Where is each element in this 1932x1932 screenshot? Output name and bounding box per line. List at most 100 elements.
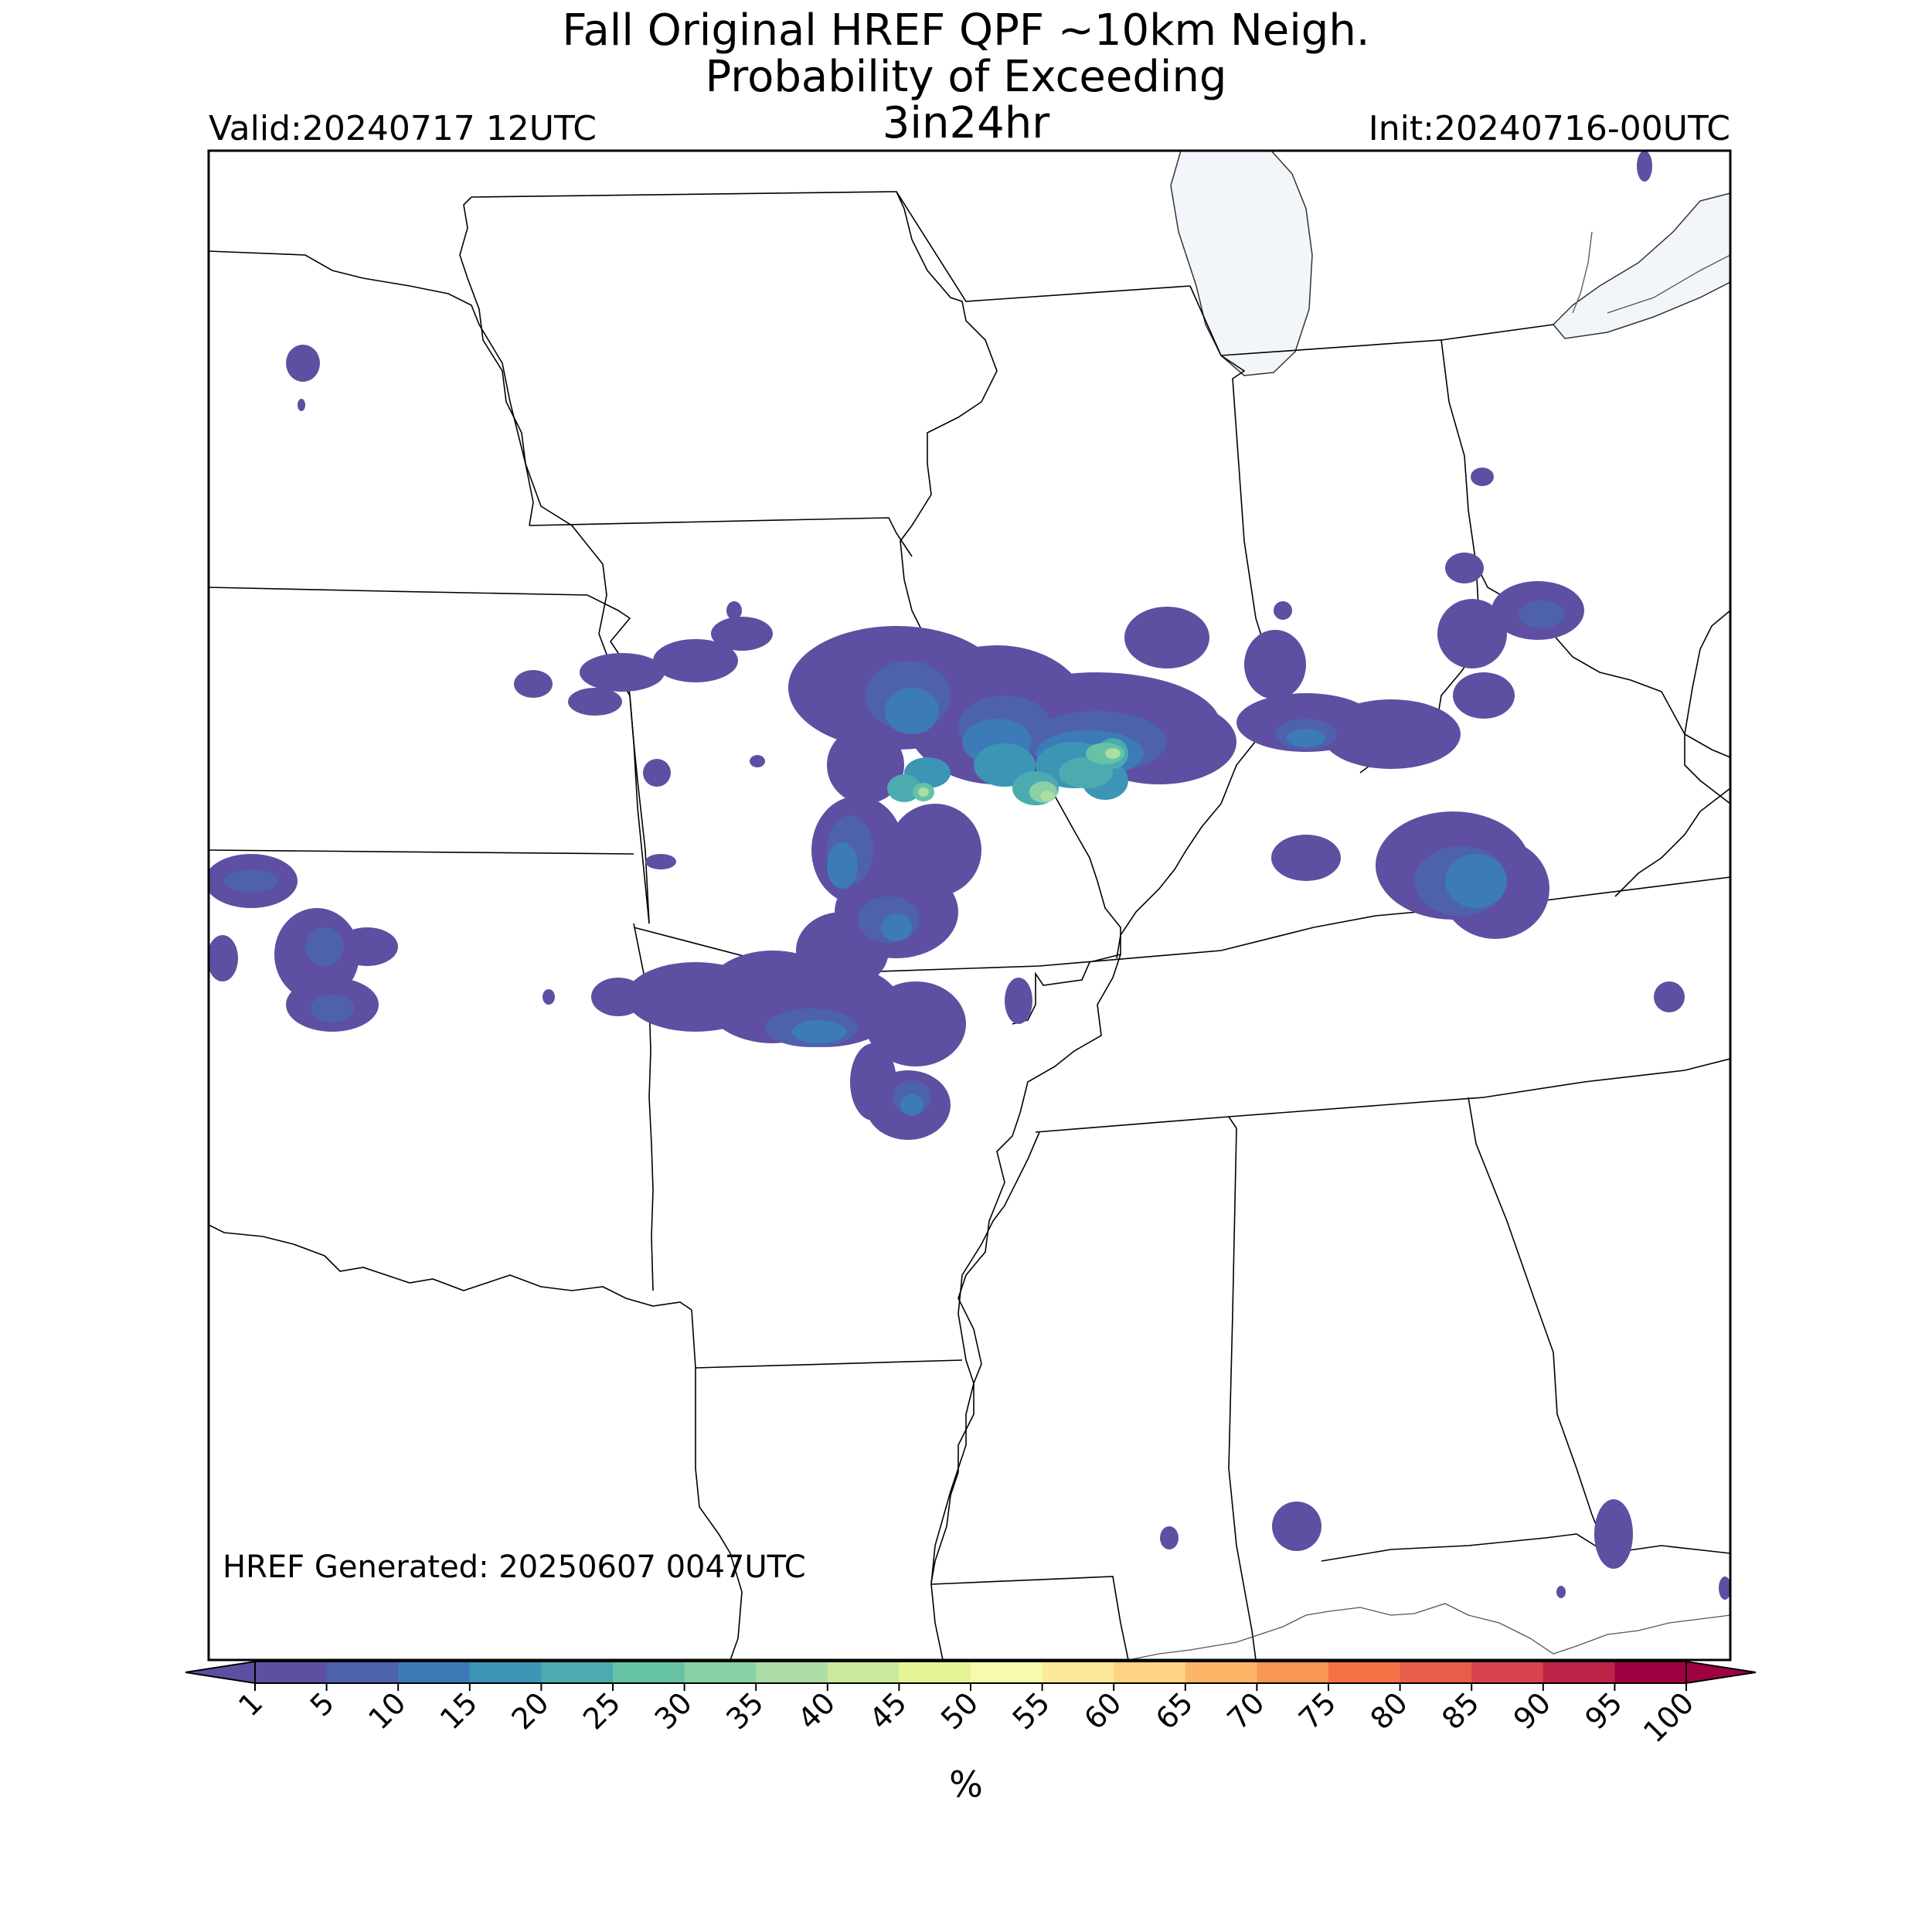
colorbar-tick-label: 85: [1435, 1685, 1485, 1736]
lake-erie: [1552, 192, 1730, 339]
probability-contour: [792, 1020, 846, 1043]
colorbar-max-extend: [1685, 1660, 1757, 1685]
colorbar-tick-label: 40: [791, 1685, 842, 1736]
generated-time: HREF Generated: 20250607 0047UTC: [223, 1549, 806, 1585]
colorbar-segment: [469, 1662, 542, 1683]
colorbar-tick-label: 80: [1364, 1685, 1414, 1736]
probability-contour: [591, 978, 645, 1016]
colorbar-segment: [827, 1662, 900, 1683]
colorbar-segment: [684, 1662, 757, 1683]
colorbar-unit: %: [949, 1764, 983, 1805]
colorbar-tick-label: 50: [934, 1685, 985, 1736]
probability-contour: [1654, 981, 1685, 1012]
chart-title-line1: Fall Original HREF QPF ~10km Neigh.: [562, 5, 1370, 56]
colorbar-tick-label: 60: [1077, 1685, 1128, 1736]
colorbar-segment: [255, 1662, 328, 1683]
colorbar-tick-label: 90: [1507, 1685, 1557, 1736]
probability-contour: [1244, 630, 1306, 699]
colorbar-tick-label: 45: [862, 1685, 913, 1736]
probability-contour: [514, 670, 553, 698]
probability-contour: [827, 726, 904, 804]
probability-contour: [568, 688, 622, 716]
probability-contour: [626, 962, 765, 1032]
probability-contour: [1160, 1526, 1179, 1549]
colorbar-segment: [899, 1662, 971, 1683]
probability-contour: [209, 935, 238, 981]
probability-contour: [1445, 854, 1507, 908]
lake-michigan: [1170, 151, 1313, 376]
probability-contour: [1519, 600, 1565, 628]
colorbar-tick-label: 70: [1220, 1685, 1270, 1736]
probability-contour: [305, 927, 344, 966]
probability-contour: [1556, 1586, 1566, 1598]
colorbar-tick-label: 35: [719, 1685, 770, 1736]
probability-contour: [543, 989, 555, 1005]
colorbar-tick-label: 5: [304, 1685, 341, 1723]
probability-contour: [885, 688, 939, 734]
map-frame: [207, 149, 1732, 1662]
probability-contour: [850, 1043, 896, 1121]
colorbar-segment: [1400, 1662, 1472, 1683]
probability-contour: [1124, 607, 1209, 668]
probability-contour: [1437, 599, 1507, 668]
probability-contour: [1105, 748, 1121, 759]
probability-contour: [711, 617, 773, 651]
probability-contour: [645, 854, 676, 869]
probability-contour: [827, 842, 858, 889]
colorbar-tick-label: 25: [577, 1685, 627, 1736]
probability-contour: [1637, 151, 1652, 182]
colorbar-segment: [1471, 1662, 1544, 1683]
probability-contour: [1321, 699, 1461, 769]
colorbar-min-extend: [185, 1660, 256, 1685]
probability-contour: [900, 1094, 923, 1116]
colorbar-segment: [1114, 1662, 1186, 1683]
probability-contour: [1445, 553, 1484, 583]
probability-contour: [866, 981, 966, 1066]
colorbar-segment: [541, 1662, 614, 1683]
colorbar-segment: [398, 1662, 471, 1683]
coastlines: [1128, 231, 1730, 1660]
colorbar-segment: [326, 1662, 399, 1683]
probability-contour: [1453, 672, 1515, 719]
colorbar-segment: [1328, 1662, 1401, 1683]
probability-contour: [1059, 757, 1113, 788]
colorbar-segment: [1543, 1662, 1615, 1683]
colorbar-tick-label: 10: [362, 1685, 412, 1736]
probability-contour: [881, 913, 912, 941]
probability-contour: [298, 399, 305, 411]
colorbar-segment: [1185, 1662, 1257, 1683]
probability-contour: [918, 787, 929, 797]
colorbar-segment: [613, 1662, 685, 1683]
colorbar-tick-label: 65: [1149, 1685, 1199, 1736]
probability-contour: [1594, 1499, 1633, 1569]
probability-contour: [336, 927, 398, 966]
probability-contour: [1005, 978, 1032, 1024]
probability-contour: [311, 995, 354, 1022]
valid-time: Valid:20240717 12UTC: [209, 109, 597, 148]
colorbar-tick-label: 30: [648, 1685, 699, 1736]
init-time: Init:20240716-00UTC: [1368, 109, 1730, 148]
probability-contour: [729, 958, 752, 974]
colorbar-segment: [1614, 1662, 1687, 1683]
colorbar-tick-label: 1: [232, 1685, 269, 1723]
map-area: [209, 151, 1730, 1660]
colorbar-tick-label: 15: [434, 1685, 484, 1736]
colorbar-segment: [971, 1662, 1043, 1683]
colorbar-tick-label: 95: [1578, 1685, 1628, 1736]
probability-contour: [653, 639, 738, 682]
probability-contour: [224, 869, 278, 893]
probability-shading: [209, 151, 1730, 1600]
probability-contour: [1287, 729, 1325, 747]
probability-contour: [887, 774, 921, 802]
colorbar-tick-label: 75: [1292, 1685, 1342, 1736]
probability-contour: [726, 601, 742, 620]
chart-title-line3: 3in24hr: [882, 98, 1050, 148]
colorbar: 1 5 10 15 20 25 30 35 40 45 50 55 60 65 70 75 80 85 90 95 10…: [185, 1660, 1757, 1750]
probability-contour: [286, 345, 320, 382]
probability-contour: [889, 804, 981, 896]
probability-contour: [1040, 791, 1054, 801]
probability-contour: [1471, 468, 1494, 486]
colorbar-tick-label: 20: [505, 1685, 555, 1736]
probability-contour: [643, 759, 671, 787]
